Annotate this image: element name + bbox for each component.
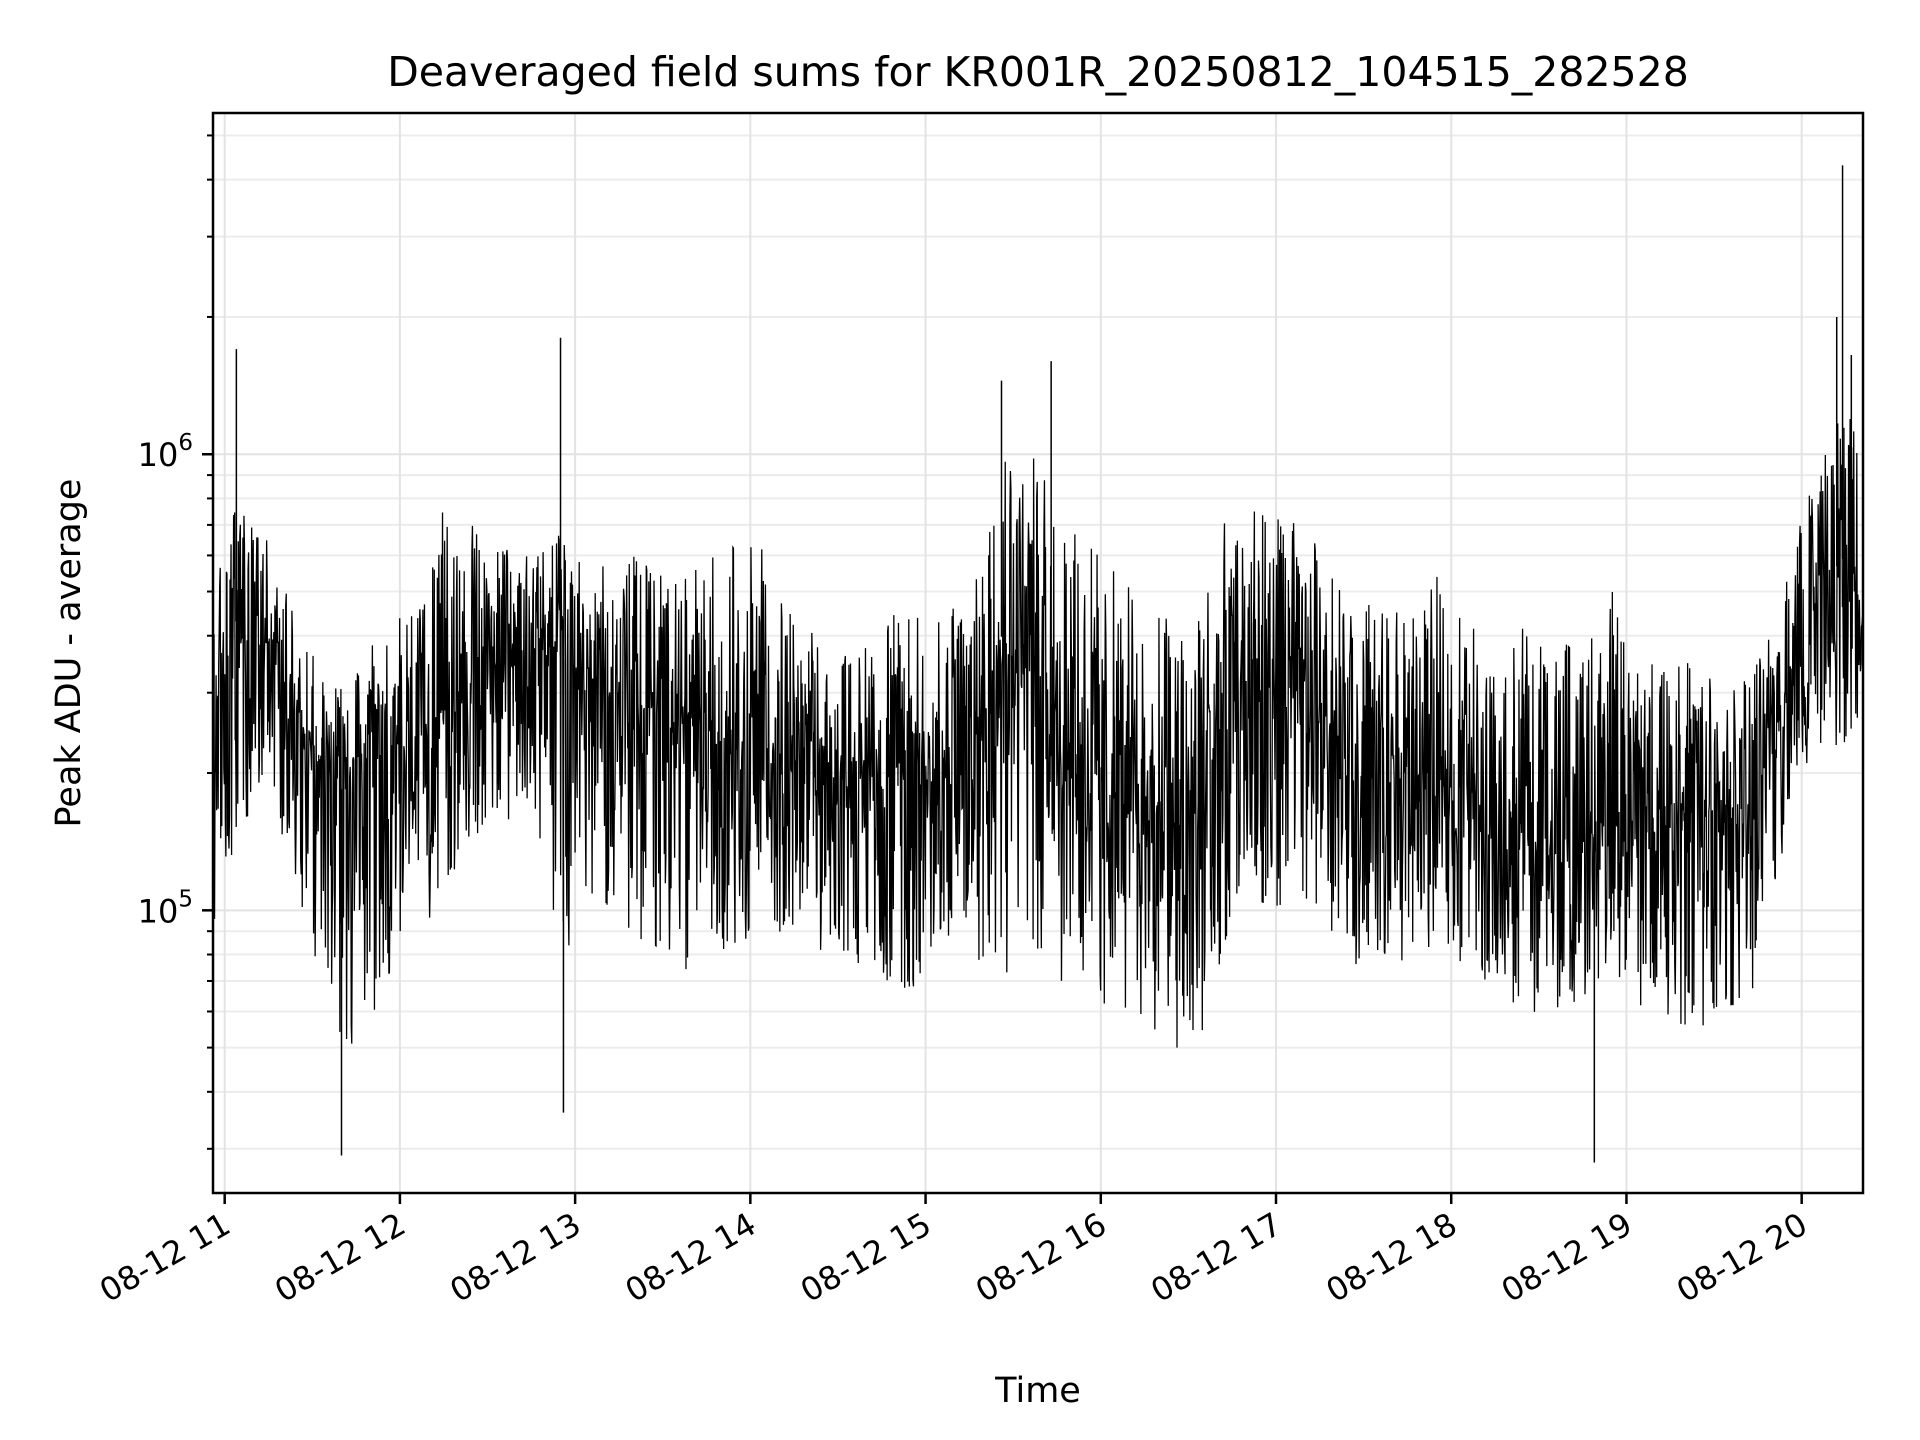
series-line [213, 165, 1863, 1163]
y-axis: 105 106 [138, 134, 213, 1150]
series-path [213, 419, 1863, 1048]
y-tick-label: 106 [138, 430, 193, 474]
chart-title: Deaveraged field sums for KR001R_2025081… [387, 48, 1689, 96]
y-axis-label: Peak ADU - average [49, 479, 89, 828]
y-tick-label: 105 [138, 886, 193, 930]
x-axis-label: Time [994, 1371, 1081, 1411]
plot-frame [211, 111, 1865, 1195]
